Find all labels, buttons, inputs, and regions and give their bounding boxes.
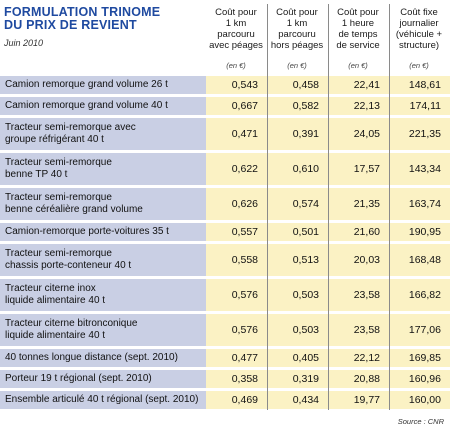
column-header-4: Coût fixe journalier (véhicule + structure)… — [389, 0, 449, 77]
value-cell: 0,458 — [292, 79, 319, 91]
table-row: Tracteur semi-remorque benne TP 40 t 0,62… — [0, 153, 450, 185]
value-cell: 0,358 — [231, 373, 258, 385]
column-divider — [389, 4, 390, 410]
value-cell: 160,96 — [408, 373, 441, 385]
column-header-text: Coût pour 1 km parcouru hors péages — [270, 7, 324, 51]
value-cell: 0,557 — [231, 226, 258, 238]
table-row: Ensemble articulé 40 t régional (sept. 2… — [0, 391, 450, 409]
column-header-text: Coût fixe journalier (véhicule + structure) — [395, 7, 443, 51]
row-label: 40 tonnes longue distance (sept. 2010) — [0, 349, 206, 367]
value-cell: 221,35 — [408, 128, 441, 140]
value-cell: 177,06 — [408, 324, 441, 336]
value-cell: 23,58 — [353, 289, 380, 301]
column-headers: Coût pour 1 km parcouru avec péages (en €) … — [206, 0, 450, 77]
value-cell: 0,477 — [231, 352, 258, 364]
value-cell: 174,11 — [409, 100, 441, 112]
value-cell: 0,503 — [292, 324, 319, 336]
value-cell: 0,391 — [292, 128, 319, 140]
row-label: Tracteur semi-remorque chassis porte-cont… — [0, 244, 206, 276]
title-line-2: DU PRIX DE REVIENT — [4, 18, 137, 32]
row-label: Camion remorque grand volume 26 t — [0, 76, 206, 94]
value-cell: 17,57 — [353, 163, 380, 175]
table-row: Tracteur citerne bitronconique liquide al… — [0, 314, 450, 346]
column-divider — [267, 4, 268, 410]
column-header-2: Coût pour 1 km parcouru hors péages (en €) — [267, 0, 327, 77]
value-cell: 148,61 — [408, 79, 441, 91]
table-row: Camion remorque grand volume 40 t 0,667 … — [0, 97, 450, 115]
column-header-text: Coût pour 1 heure de temps de service — [336, 7, 380, 51]
value-cell: 22,13 — [353, 100, 380, 112]
value-cell: 0,622 — [231, 163, 258, 175]
value-cell: 0,576 — [231, 289, 258, 301]
column-header-text: Coût pour 1 km parcouru avec péages — [209, 7, 263, 51]
table-row: Porteur 19 t régional (sept. 2010) 0,358… — [0, 370, 450, 388]
value-cell: 20,03 — [353, 254, 380, 266]
value-cell: 0,574 — [292, 198, 319, 210]
value-cell: 0,513 — [292, 254, 319, 266]
column-unit: (en €) — [226, 61, 246, 70]
row-label: Tracteur semi-remorque benne TP 40 t — [0, 153, 206, 185]
row-label: Tracteur semi-remorque benne céréalière g… — [0, 188, 206, 220]
table-row: Tracteur semi-remorque avec groupe réfrig… — [0, 118, 450, 150]
table-row: Camion remorque grand volume 26 t 0,543 … — [0, 76, 450, 94]
value-cell: 190,95 — [408, 226, 441, 238]
column-unit: (en €) — [348, 61, 368, 70]
column-unit: (en €) — [409, 61, 429, 70]
row-label: Tracteur semi-remorque avec groupe réfrig… — [0, 118, 206, 150]
row-label: Tracteur citerne bitronconique liquide al… — [0, 314, 206, 346]
row-label: Ensemble articulé 40 t régional (sept. 2… — [0, 391, 206, 409]
column-unit: (en €) — [287, 61, 307, 70]
value-cell: 22,41 — [353, 79, 380, 91]
column-header-1: Coût pour 1 km parcouru avec péages (en €) — [206, 0, 266, 77]
value-cell: 22,12 — [353, 352, 380, 364]
value-cell: 0,405 — [292, 352, 319, 364]
row-label: Camion remorque grand volume 40 t — [0, 97, 206, 115]
table-row: 40 tonnes longue distance (sept. 2010) 0… — [0, 349, 450, 367]
value-cell: 0,319 — [292, 373, 319, 385]
value-cell: 0,469 — [231, 394, 258, 406]
value-cell: 0,471 — [231, 128, 258, 140]
value-cell: 166,82 — [408, 289, 441, 301]
value-cell: 20,88 — [353, 373, 380, 385]
table-row: Tracteur semi-remorque chassis porte-cont… — [0, 244, 450, 276]
value-cell: 143,34 — [408, 163, 441, 175]
table-row: Tracteur semi-remorque benne céréalière g… — [0, 188, 450, 220]
value-cell: 21,60 — [353, 226, 380, 238]
value-cell: 21,35 — [353, 198, 380, 210]
value-cell: 0,610 — [292, 163, 319, 175]
value-cell: 0,434 — [292, 394, 319, 406]
table-subtitle: Juin 2010 — [4, 38, 44, 48]
row-label: Tracteur citerne inox liquide alimentaire… — [0, 279, 206, 311]
value-cell: 0,576 — [231, 324, 258, 336]
source-note: Source : CNR — [397, 417, 444, 426]
value-cell: 0,558 — [231, 254, 258, 266]
value-cell: 23,58 — [353, 324, 380, 336]
table-row: Camion-remorque porte-voitures 35 t 0,55… — [0, 223, 450, 241]
value-cell: 19,77 — [353, 394, 380, 406]
value-cell: 163,74 — [408, 198, 441, 210]
value-cell: 0,543 — [231, 79, 258, 91]
value-cell: 168,48 — [408, 254, 441, 266]
value-cell: 0,501 — [292, 226, 319, 238]
table-row: Tracteur citerne inox liquide alimentaire… — [0, 279, 450, 311]
value-cell: 24,05 — [353, 128, 380, 140]
value-cell: 0,503 — [292, 289, 319, 301]
value-cell: 0,626 — [231, 198, 258, 210]
column-divider — [328, 4, 329, 410]
value-cell: 169,85 — [408, 352, 441, 364]
value-cell: 0,667 — [231, 100, 258, 112]
value-cell: 160,00 — [408, 394, 441, 406]
value-cell: 0,582 — [292, 100, 319, 112]
row-label: Camion-remorque porte-voitures 35 t — [0, 223, 206, 241]
table-title: FORMULATION TRINOME DU PRIX DE REVIENT — [4, 6, 160, 32]
title-line-1: FORMULATION TRINOME — [4, 5, 161, 19]
row-label: Porteur 19 t régional (sept. 2010) — [0, 370, 206, 388]
column-header-3: Coût pour 1 heure de temps de service (en €… — [328, 0, 388, 77]
